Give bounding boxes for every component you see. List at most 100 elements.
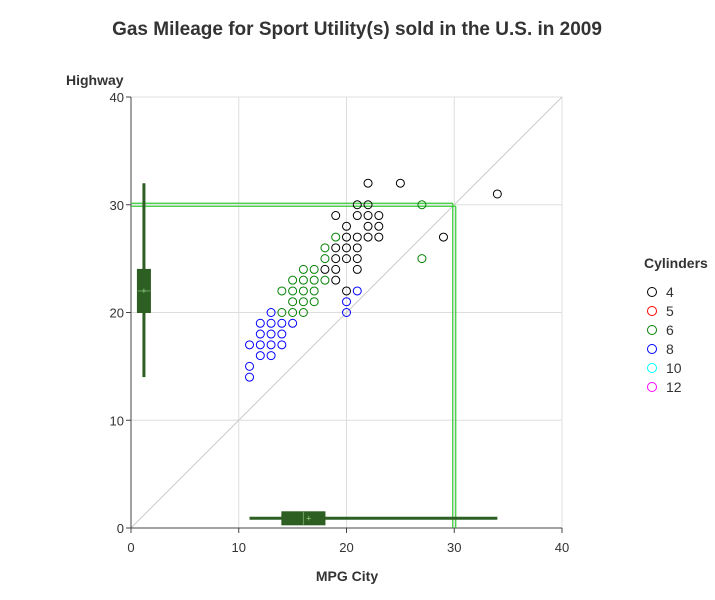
scatter-point-cyl-6 (320, 275, 330, 285)
scatter-point-cyl-6 (320, 243, 330, 253)
chart-title: Gas Mileage for Sport Utility(s) sold in… (112, 19, 602, 40)
scatter-point-cyl-4 (363, 221, 373, 231)
scatter-point-cyl-6 (298, 297, 308, 307)
scatter-point-cyl-8 (255, 340, 265, 350)
scatter-point-cyl-4 (363, 178, 373, 188)
legend-marker-6 (647, 325, 657, 335)
scatter-point-cyl-8 (352, 286, 362, 296)
scatter-point-cyl-4 (363, 232, 373, 242)
legend: Cylinders 4 5 6 8 10 12 (644, 255, 708, 395)
highway-boxplot-mean-marker: + (141, 286, 146, 296)
scatter-point-cyl-6 (277, 308, 287, 317)
y-axis-label: Highway (66, 72, 124, 88)
scatter-point-cyl-6 (298, 264, 308, 274)
scatter-point-cyl-6 (298, 275, 308, 285)
scatter-point-cyl-6 (309, 286, 319, 296)
scatter-point-cyl-6 (288, 286, 298, 296)
legend-label-10: 10 (666, 360, 682, 376)
diagonal-reference-line (130, 96, 563, 529)
scatter-point-cyl-6 (309, 297, 319, 307)
y-tick-label: 10 (110, 413, 124, 428)
scatter-point-cyl-8 (342, 297, 351, 307)
legend-marker-5 (647, 306, 657, 316)
scatter-point-cyl-8 (245, 340, 255, 350)
scatter-point-cyl-8 (255, 329, 265, 339)
scatter-point-cyl-8 (266, 318, 276, 328)
x-tick-label: 40 (555, 540, 569, 555)
scatter-point-cyl-4 (331, 254, 341, 264)
scatter-point-cyl-4 (438, 232, 448, 242)
scatter-point-cyl-8 (342, 308, 351, 317)
legend-label-6: 6 (666, 322, 674, 338)
scatter-point-cyl-8 (266, 340, 276, 350)
scatter-point-cyl-6 (309, 275, 319, 285)
scatter-point-cyl-6 (288, 297, 298, 307)
scatter-point-cyl-6 (417, 200, 427, 210)
city-boxplot-mean-marker: + (306, 513, 311, 523)
scatter-point-cyl-6 (277, 286, 287, 296)
legend-marker-8 (647, 344, 657, 354)
scatter-point-cyl-8 (245, 372, 255, 382)
scatter-point-cyl-4 (395, 178, 405, 188)
scatter-point-cyl-8 (288, 318, 298, 328)
scatter-point-cyl-4 (342, 221, 351, 231)
legend-label-4: 4 (666, 284, 674, 300)
scatter-point-cyl-6 (298, 286, 308, 296)
scatter-point-cyl-4 (352, 243, 362, 253)
scatter-point-cyl-4 (352, 200, 362, 210)
scatter-point-cyl-4 (363, 211, 373, 221)
scatter-point-cyl-8 (266, 308, 276, 317)
y-tick-label: 0 (117, 521, 124, 536)
scatter-point-cyl-6 (417, 254, 427, 264)
scatter-point-cyl-4 (342, 232, 351, 242)
scatter-point-cyl-4 (374, 232, 384, 242)
scatter-point-cyl-4 (342, 286, 351, 296)
x-tick-label: 10 (232, 540, 246, 555)
scatter-point-cyl-6 (288, 308, 298, 317)
legend-label-12: 12 (666, 379, 682, 395)
x-tick-label: 30 (447, 540, 461, 555)
x-tick-label: 20 (339, 540, 353, 555)
y-tick-label: 30 (110, 198, 124, 213)
scatter-point-cyl-4 (352, 211, 362, 221)
scatter-point-cyl-8 (245, 361, 255, 371)
scatter-point-cyl-4 (331, 211, 341, 221)
scatter-point-cyl-4 (320, 264, 330, 274)
x-tick-label: 0 (127, 540, 134, 555)
scatter-point-cyl-4 (374, 211, 384, 221)
scatter-point-cyl-8 (277, 318, 287, 328)
scatter-point-cyl-8 (255, 351, 265, 361)
legend-label-5: 5 (666, 303, 674, 319)
scatter-point-cyl-4 (342, 254, 351, 264)
scatter-point-cyl-6 (298, 308, 308, 317)
scatter-point-cyl-4 (492, 189, 502, 199)
y-tick-label: 20 (110, 306, 124, 321)
scatter-point-cyl-6 (331, 232, 341, 242)
scatter-point-cyl-8 (266, 329, 276, 339)
scatter-point-cyl-8 (255, 318, 265, 328)
legend-marker-4 (647, 287, 657, 297)
y-tick-label: 40 (110, 90, 124, 105)
legend-title: Cylinders (644, 255, 708, 271)
scatter-point-cyl-4 (331, 275, 341, 285)
scatter-point-cyl-6 (288, 275, 298, 285)
scatter-point-cyl-6 (320, 254, 330, 264)
scatter-point-cyl-4 (352, 232, 362, 242)
scatter-point-cyl-4 (352, 264, 362, 274)
scatter-point-cyl-4 (342, 243, 351, 253)
scatter-point-cyl-4 (331, 243, 341, 253)
plot-area: 0 10 20 30 40 0 10 20 30 40 + + (110, 90, 570, 555)
scatter-point-cyl-8 (277, 329, 287, 339)
legend-marker-12 (647, 382, 657, 392)
x-axis-label: MPG City (316, 568, 378, 584)
scatter-point-cyl-4 (352, 254, 362, 264)
scatter-point-cyl-8 (266, 351, 276, 361)
scatter-point-cyl-4 (363, 200, 373, 210)
scatter-point-cyl-6 (309, 264, 319, 274)
scatter-point-cyl-4 (374, 221, 384, 231)
scatter-point-cyl-8 (277, 340, 287, 350)
legend-label-8: 8 (666, 341, 674, 357)
legend-marker-10 (647, 363, 657, 373)
scatter-point-cyl-4 (331, 264, 341, 274)
